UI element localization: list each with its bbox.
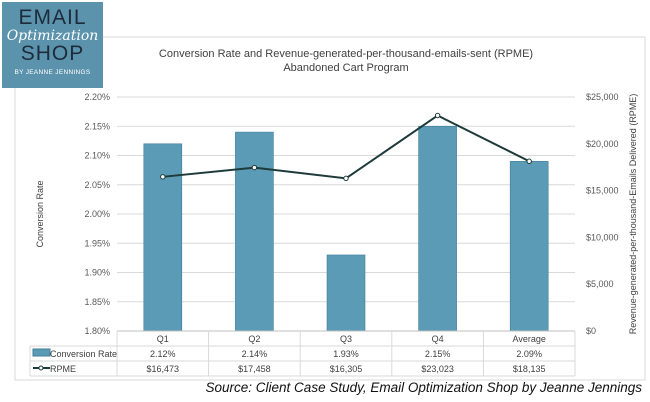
y-tick-label: 2.00% bbox=[84, 209, 110, 219]
rpme-point bbox=[434, 112, 441, 119]
y-tick-label: 2.15% bbox=[84, 121, 110, 131]
y-tick-label: 1.80% bbox=[84, 326, 110, 336]
data-table-cell: $18,135 bbox=[513, 364, 546, 374]
rpme-point bbox=[160, 174, 166, 180]
x-category-label: Q4 bbox=[432, 334, 444, 344]
x-category-label: Q1 bbox=[157, 334, 169, 344]
data-table-cell: $16,305 bbox=[330, 364, 363, 374]
data-table-cell: 2.12% bbox=[150, 349, 176, 359]
bar bbox=[235, 131, 274, 332]
y-tick-label: 1.95% bbox=[84, 238, 110, 248]
logo: EMAIL Optimization SHOP BY JEANNE JENNIN… bbox=[2, 2, 103, 88]
y2-tick-label: $10,000 bbox=[586, 232, 619, 242]
rpme-line bbox=[162, 114, 530, 180]
data-table-cell: 2.14% bbox=[242, 349, 268, 359]
y-tick-label: 1.90% bbox=[84, 268, 110, 278]
y-tick-label: 2.10% bbox=[84, 151, 110, 161]
logo-text: BY JEANNE JENNINGS bbox=[14, 69, 91, 76]
logo-text: Optimization bbox=[6, 28, 99, 44]
y-tick-label: 1.85% bbox=[84, 297, 110, 307]
x-category-label: Average bbox=[513, 334, 546, 344]
legend-marker bbox=[38, 365, 44, 371]
rpme-point bbox=[343, 175, 349, 182]
y2-tick-label: $20,000 bbox=[586, 139, 619, 149]
data-table-cell: 2.09% bbox=[516, 349, 542, 359]
y-tick-label: 2.05% bbox=[84, 180, 110, 190]
bar bbox=[326, 254, 366, 332]
data-table-cell: 1.93% bbox=[333, 349, 359, 359]
y2-tick-label: $15,000 bbox=[586, 186, 619, 196]
source-caption: Source: Client Case Study, Email Optimiz… bbox=[205, 380, 642, 395]
logo-text: SHOP bbox=[20, 42, 85, 65]
bar bbox=[509, 161, 549, 332]
rpme-point bbox=[526, 158, 532, 164]
y2-axis-label: Revenue-generated-per-thousand-Emails De… bbox=[628, 94, 638, 335]
chart-title: Conversion Rate and Revenue-generated-pe… bbox=[159, 48, 533, 60]
data-table-cell: 2.15% bbox=[425, 349, 451, 359]
x-category-label: Q3 bbox=[340, 334, 352, 344]
data-table-cell: $23,023 bbox=[421, 364, 454, 374]
bar bbox=[418, 125, 457, 332]
legend-swatch-conversion-rate bbox=[32, 348, 51, 357]
y-axis-label: Conversion Rate bbox=[35, 180, 45, 247]
y2-tick-label: $0 bbox=[586, 326, 596, 336]
legend-label: RPME bbox=[50, 364, 76, 374]
x-category-label: Q2 bbox=[248, 334, 260, 344]
y2-tick-label: $25,000 bbox=[586, 92, 619, 102]
rpme-point bbox=[251, 164, 258, 171]
legend-label: Conversion Rate bbox=[50, 349, 117, 359]
data-table-cell: $16,473 bbox=[147, 364, 180, 374]
bar bbox=[143, 143, 183, 332]
chart-subtitle: Abandoned Cart Program bbox=[283, 62, 408, 74]
y-tick-label: 2.20% bbox=[84, 92, 110, 102]
y2-tick-label: $5,000 bbox=[586, 279, 614, 289]
data-table-cell: $17,458 bbox=[238, 364, 271, 374]
chart-border bbox=[14, 36, 646, 381]
logo-text: EMAIL bbox=[18, 6, 87, 29]
